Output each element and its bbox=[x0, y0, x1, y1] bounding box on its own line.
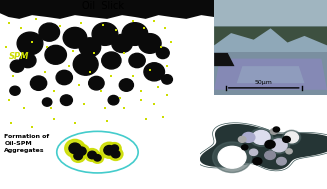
Circle shape bbox=[238, 136, 246, 142]
Circle shape bbox=[10, 86, 20, 95]
Circle shape bbox=[139, 34, 161, 53]
Circle shape bbox=[273, 127, 280, 132]
Circle shape bbox=[283, 130, 301, 145]
Circle shape bbox=[73, 144, 89, 158]
Circle shape bbox=[74, 152, 82, 160]
Circle shape bbox=[94, 155, 101, 161]
Polygon shape bbox=[214, 0, 327, 52]
Circle shape bbox=[277, 157, 286, 165]
Circle shape bbox=[69, 143, 81, 154]
Polygon shape bbox=[0, 0, 214, 19]
Circle shape bbox=[242, 145, 248, 150]
Circle shape bbox=[129, 53, 145, 68]
Circle shape bbox=[265, 140, 275, 148]
Circle shape bbox=[112, 150, 120, 158]
Circle shape bbox=[122, 23, 148, 45]
Polygon shape bbox=[214, 0, 327, 26]
Circle shape bbox=[156, 47, 169, 59]
Circle shape bbox=[112, 34, 132, 53]
Circle shape bbox=[252, 130, 270, 144]
Circle shape bbox=[104, 146, 114, 155]
Circle shape bbox=[162, 75, 172, 84]
Polygon shape bbox=[214, 52, 327, 94]
Circle shape bbox=[30, 76, 47, 90]
Circle shape bbox=[218, 146, 246, 168]
Circle shape bbox=[92, 23, 118, 45]
Circle shape bbox=[242, 132, 255, 142]
Circle shape bbox=[20, 53, 36, 68]
Circle shape bbox=[56, 70, 72, 85]
Circle shape bbox=[265, 151, 275, 160]
Circle shape bbox=[85, 149, 99, 161]
Circle shape bbox=[284, 132, 299, 143]
Circle shape bbox=[100, 142, 118, 158]
Circle shape bbox=[270, 129, 277, 134]
Circle shape bbox=[108, 148, 123, 160]
Text: 50μm: 50μm bbox=[255, 80, 273, 85]
Circle shape bbox=[253, 158, 262, 165]
Circle shape bbox=[88, 151, 96, 159]
Circle shape bbox=[60, 95, 72, 105]
Polygon shape bbox=[214, 53, 234, 66]
Circle shape bbox=[108, 143, 121, 154]
Circle shape bbox=[91, 152, 104, 163]
Circle shape bbox=[79, 38, 101, 57]
Circle shape bbox=[213, 142, 251, 173]
Circle shape bbox=[268, 137, 290, 154]
Circle shape bbox=[111, 145, 118, 152]
Circle shape bbox=[63, 27, 87, 48]
Circle shape bbox=[286, 149, 292, 154]
Circle shape bbox=[77, 147, 86, 155]
Circle shape bbox=[45, 45, 66, 64]
Polygon shape bbox=[200, 124, 327, 170]
Circle shape bbox=[10, 60, 24, 72]
Text: Oil  Slick: Oil Slick bbox=[82, 1, 124, 11]
Circle shape bbox=[71, 149, 85, 162]
Circle shape bbox=[17, 32, 43, 55]
Circle shape bbox=[250, 149, 258, 156]
Circle shape bbox=[119, 79, 133, 91]
Polygon shape bbox=[214, 59, 327, 90]
Text: SPM: SPM bbox=[9, 52, 29, 61]
Circle shape bbox=[144, 63, 164, 81]
Circle shape bbox=[43, 98, 52, 106]
Circle shape bbox=[102, 52, 121, 69]
Polygon shape bbox=[214, 26, 327, 45]
Circle shape bbox=[250, 128, 273, 146]
Circle shape bbox=[73, 53, 98, 75]
Circle shape bbox=[65, 139, 85, 157]
Circle shape bbox=[39, 23, 60, 41]
Circle shape bbox=[108, 95, 119, 105]
Text: Formation of
Oil-SPM
Aggregates: Formation of Oil-SPM Aggregates bbox=[4, 134, 49, 153]
Circle shape bbox=[283, 136, 290, 142]
Circle shape bbox=[89, 76, 104, 90]
Polygon shape bbox=[237, 66, 304, 83]
Circle shape bbox=[271, 139, 287, 152]
